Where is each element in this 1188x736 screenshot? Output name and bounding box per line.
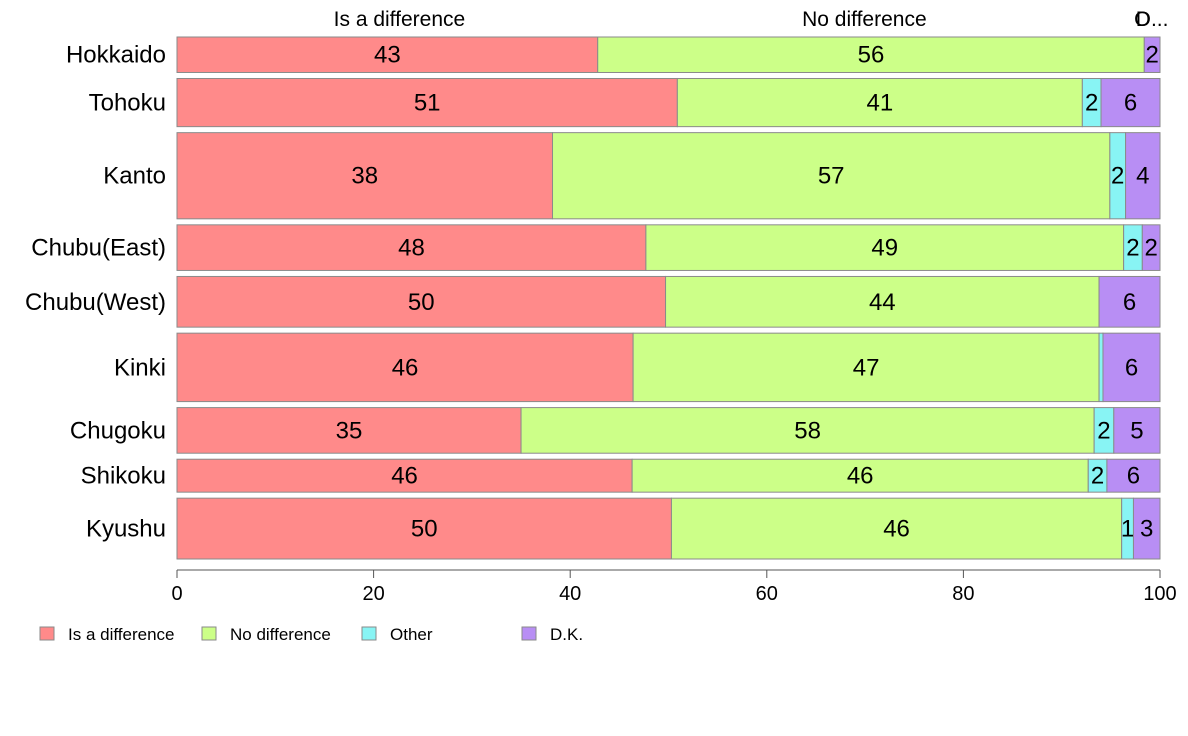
top-label-d-k: D...: [1136, 8, 1169, 31]
legend-swatch-d-k: [521, 626, 537, 641]
data-label-shikoku-no-difference: 46: [847, 463, 874, 490]
data-label-kyushu-is-a-difference: 50: [411, 516, 438, 543]
bar-chugoku-d-k: [1113, 407, 1161, 454]
data-label-shikoku-is-a-difference: 46: [391, 463, 418, 490]
bars: 43 56 251 41 2 638 57 2 448 49 2 250 44 646 47 635 58 2 54…: [176, 36, 1161, 560]
bar-tohoku-is-a-difference: [176, 77, 678, 128]
data-label-kinki-d-k: 6: [1125, 354, 1138, 381]
category-label-hokkaido: Hokkaido: [66, 42, 166, 69]
category-label-tohoku: Tohoku: [89, 90, 166, 117]
data-label-kanto-other: 2: [1111, 163, 1124, 190]
x-tick-label-20: 20: [362, 583, 384, 605]
x-tick-label-80: 80: [952, 583, 974, 605]
x-tick-label-100: 100: [1143, 583, 1176, 605]
bar-kyushu-no-difference: [670, 497, 1123, 560]
bar-tohoku-d-k: [1100, 77, 1161, 128]
data-label-tohoku-is-a-difference: 51: [414, 90, 441, 117]
bar-chubu-east-no-difference: [645, 224, 1125, 271]
data-label-kyushu-other: 1: [1121, 516, 1134, 543]
top-label-is-a-difference: Is a difference: [334, 8, 466, 31]
x-axis: 0 20 40 60 80 100: [171, 569, 1177, 605]
data-label-chubu-west-d-k: 6: [1123, 289, 1136, 316]
legend-label-other: Other: [390, 625, 433, 644]
bar-kanto-is-a-difference: [176, 132, 554, 220]
data-label-tohoku-other: 2: [1085, 90, 1098, 117]
bar-shikoku-d-k: [1106, 458, 1161, 493]
y-axis-labels: Hokkaido Tohoku Kanto Chubu(East) Chubu(West…: [25, 42, 166, 543]
bar-chubu-west-no-difference: [665, 275, 1100, 328]
data-label-kyushu-no-difference: 46: [883, 516, 910, 543]
data-label-tohoku-d-k: 6: [1124, 90, 1137, 117]
bar-chubu-west-is-a-difference: [176, 275, 667, 328]
data-label-shikoku-other: 2: [1091, 463, 1104, 490]
bar-kinki-d-k: [1102, 332, 1161, 403]
bar-kinki-is-a-difference: [176, 332, 634, 403]
top-label-no-difference: No difference: [802, 8, 927, 31]
legend-swatch-no-difference: [201, 626, 217, 641]
bar-chugoku-is-a-difference: [176, 407, 522, 454]
legend-label-d-k: D.K.: [550, 625, 583, 644]
x-tick-label-60: 60: [756, 583, 778, 605]
bar-hokkaido-no-difference: [597, 36, 1145, 73]
data-label-chubu-west-no-difference: 44: [869, 289, 896, 316]
data-label-tohoku-no-difference: 41: [866, 90, 893, 117]
data-label-kinki-is-a-difference: 46: [392, 354, 419, 381]
legend-swatch-other: [361, 626, 377, 641]
data-label-chubu-east-is-a-difference: 48: [398, 235, 425, 262]
data-label-hokkaido-no-difference: 56: [858, 42, 885, 69]
bar-kanto-no-difference: [552, 132, 1111, 220]
legend-label-no-difference: No difference: [230, 625, 331, 644]
category-label-kanto: Kanto: [103, 163, 166, 190]
bar-kinki-no-difference: [632, 332, 1100, 403]
bar-chubu-east-d-k: [1141, 224, 1161, 271]
bar-kanto-d-k: [1125, 132, 1161, 220]
data-label-kanto-no-difference: 57: [818, 163, 845, 190]
data-label-kyushu-d-k: 3: [1140, 516, 1153, 543]
category-label-kinki: Kinki: [114, 354, 166, 381]
data-label-kanto-d-k: 4: [1136, 163, 1149, 190]
data-label-chugoku-is-a-difference: 35: [336, 417, 363, 444]
data-label-chugoku-no-difference: 58: [794, 417, 821, 444]
bar-kinki-other: [1098, 332, 1104, 403]
data-label-hokkaido-d-k: 2: [1145, 42, 1158, 69]
category-label-chubu-east: Chubu(East): [31, 235, 166, 262]
bar-kyushu-is-a-difference: [176, 497, 672, 560]
x-tick-label-0: 0: [171, 583, 182, 605]
top-label-other: O: [1134, 8, 1150, 31]
legend: Is a difference No difference Other D.K.: [39, 625, 583, 644]
bar-tohoku-no-difference: [676, 77, 1083, 128]
data-label-chubu-east-other: 2: [1126, 235, 1139, 262]
bar-hokkaido-d-k: [1143, 36, 1161, 73]
data-label-kinki-no-difference: 47: [853, 354, 880, 381]
bar-shikoku-no-difference: [631, 458, 1089, 493]
data-label-shikoku-d-k: 6: [1127, 463, 1140, 490]
category-label-chubu-west: Chubu(West): [25, 289, 166, 316]
bar-chugoku-no-difference: [520, 407, 1095, 454]
bar-shikoku-is-a-difference: [176, 458, 633, 493]
data-label-hokkaido-is-a-difference: 43: [374, 42, 401, 69]
legend-label-is-a-difference: Is a difference: [68, 625, 174, 644]
data-label-chugoku-d-k: 5: [1130, 417, 1143, 444]
category-label-shikoku: Shikoku: [81, 463, 166, 490]
bar-kyushu-d-k: [1132, 497, 1161, 560]
data-label-kanto-is-a-difference: 38: [351, 163, 378, 190]
legend-swatch-is-a-difference: [39, 626, 55, 641]
bar-chubu-east-is-a-difference: [176, 224, 647, 271]
bar-chubu-west-d-k: [1098, 275, 1161, 328]
category-label-chugoku: Chugoku: [70, 417, 166, 444]
x-tick-label-40: 40: [559, 583, 581, 605]
data-label-chubu-west-is-a-difference: 50: [408, 289, 435, 316]
data-label-chubu-east-no-difference: 49: [871, 235, 898, 262]
top-category-labels: Is a difference No difference OD...: [334, 8, 1169, 31]
data-label-chubu-east-d-k: 2: [1144, 235, 1157, 262]
category-label-kyushu: Kyushu: [86, 516, 166, 543]
data-label-chugoku-other: 2: [1097, 417, 1110, 444]
